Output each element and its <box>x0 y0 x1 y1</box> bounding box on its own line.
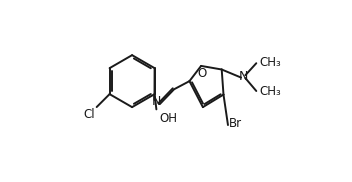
Text: CH₃: CH₃ <box>259 85 281 98</box>
Text: Br: Br <box>229 116 242 130</box>
Text: N: N <box>152 95 161 108</box>
Text: Cl: Cl <box>84 108 95 121</box>
Text: O: O <box>197 67 207 80</box>
Text: OH: OH <box>159 112 177 124</box>
Text: CH₃: CH₃ <box>259 56 281 69</box>
Text: N: N <box>239 70 248 83</box>
